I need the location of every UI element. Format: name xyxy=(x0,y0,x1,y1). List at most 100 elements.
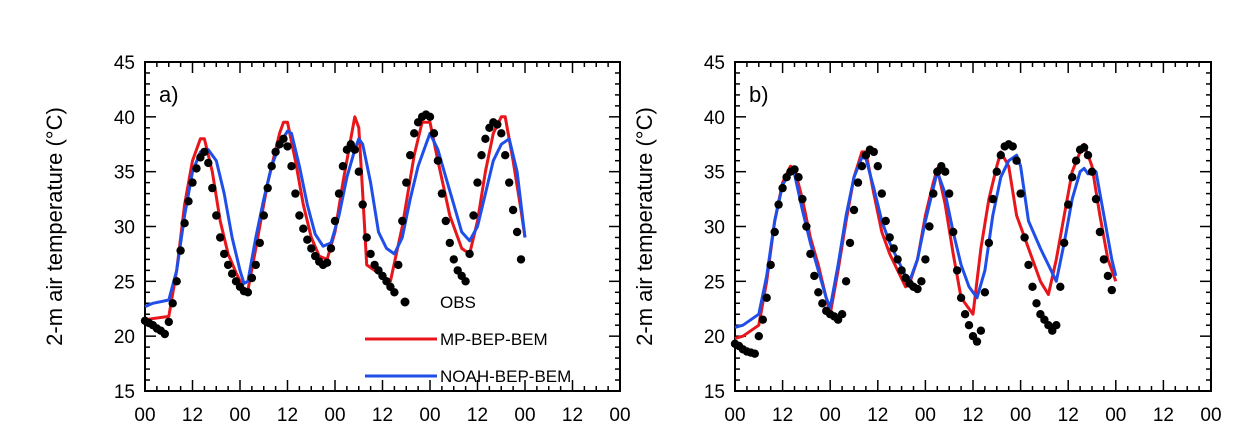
obs-point xyxy=(251,260,260,270)
obs-point xyxy=(849,205,859,215)
obs-point xyxy=(212,211,221,220)
y-tick-label: 30 xyxy=(704,218,725,239)
obs-point xyxy=(810,271,819,281)
obs-point xyxy=(921,255,930,264)
obs-point xyxy=(425,112,435,122)
obs-point xyxy=(445,238,454,248)
x-tick-label: 00 xyxy=(324,405,345,426)
obs-point xyxy=(897,266,906,275)
x-tick-label: 00 xyxy=(915,405,936,426)
chart-panel-a: 15 20 25 30 35 40 45 00 12 00 12 00 12 00 12 00 12 00 2-m … xyxy=(42,53,631,426)
obs-point xyxy=(184,197,193,206)
obs-point xyxy=(354,167,363,176)
obs-point xyxy=(818,299,827,308)
x-tick-label: 12 xyxy=(372,405,393,426)
y-tick-label: 20 xyxy=(704,327,725,348)
obs-point xyxy=(366,249,375,259)
plot-frame xyxy=(144,61,621,392)
obs-point xyxy=(390,288,399,297)
obs-point xyxy=(330,216,340,226)
obs-point xyxy=(798,194,807,204)
obs-point xyxy=(188,178,197,187)
legend-label: OBS xyxy=(440,293,476,312)
obs-point xyxy=(200,147,209,157)
obs-point xyxy=(1052,321,1061,330)
obs-point xyxy=(402,178,411,187)
x-tick-label: 00 xyxy=(724,405,745,426)
obs-point xyxy=(516,255,526,264)
y-tick-label: 15 xyxy=(114,382,135,403)
obs-point xyxy=(429,129,439,138)
obs-point xyxy=(972,337,982,346)
obs-point xyxy=(778,183,787,193)
obs-point xyxy=(925,222,934,231)
obs-point xyxy=(1091,194,1101,204)
obs-point xyxy=(750,349,759,358)
obs-point xyxy=(334,189,344,198)
obs-point xyxy=(358,200,367,209)
obs-point xyxy=(754,332,763,341)
obs-point xyxy=(802,222,811,231)
obs-point xyxy=(465,249,474,259)
obs-point xyxy=(208,183,217,193)
obs-point xyxy=(279,134,288,143)
obs-point xyxy=(1099,255,1109,264)
obs-point xyxy=(837,310,847,319)
obs-point xyxy=(794,173,803,182)
x-tick-label: 12 xyxy=(182,405,203,426)
obs-point xyxy=(227,269,237,278)
obs-point xyxy=(295,211,304,220)
obs-point xyxy=(1024,260,1033,270)
obs-point xyxy=(1103,271,1113,281)
y-tick-label: 40 xyxy=(114,108,135,129)
obs-point xyxy=(461,277,470,286)
obs-point xyxy=(362,233,371,242)
obs-point xyxy=(1095,227,1105,237)
obs-point xyxy=(267,162,276,171)
obs-point xyxy=(1008,142,1017,151)
obs-point xyxy=(437,189,447,198)
obs-point xyxy=(814,288,823,297)
obs-point xyxy=(1028,282,1037,291)
obs-point xyxy=(766,260,775,270)
obs-point xyxy=(992,167,1001,176)
obs-point xyxy=(758,315,767,324)
y-tick-label: 20 xyxy=(114,327,135,348)
obs-point xyxy=(881,216,890,226)
obs-point xyxy=(845,238,855,248)
obs-point xyxy=(1079,143,1089,152)
obs-point xyxy=(889,244,898,253)
obs-point xyxy=(984,238,994,248)
x-tick-label: 12 xyxy=(277,405,298,426)
obs-point xyxy=(917,277,926,286)
obs-point xyxy=(247,273,257,283)
obs-point xyxy=(1071,156,1081,165)
obs-point xyxy=(180,219,189,228)
panel-label: b) xyxy=(749,82,769,107)
obs-point xyxy=(164,317,173,327)
obs-point xyxy=(877,189,886,198)
obs-point xyxy=(976,326,986,335)
panel-label: a) xyxy=(159,82,179,107)
obs-point xyxy=(941,167,950,176)
obs-point xyxy=(263,183,272,193)
y-tick-label: 40 xyxy=(704,108,725,129)
x-tick-label: 12 xyxy=(1153,405,1174,426)
obs-point xyxy=(172,277,181,286)
obs-point xyxy=(160,329,169,339)
obs-point xyxy=(406,151,415,160)
obs-point xyxy=(960,310,970,319)
obs-point xyxy=(770,227,779,237)
obs-point xyxy=(168,299,177,308)
obs-point xyxy=(980,288,990,297)
obs-point xyxy=(493,120,502,129)
y-tick-label: 35 xyxy=(114,163,135,184)
obs-point xyxy=(449,255,458,264)
legend-marker-obs xyxy=(400,297,410,307)
obs-point xyxy=(1107,285,1117,295)
y-tick-label: 35 xyxy=(704,163,725,184)
obs-point xyxy=(433,156,443,165)
obs-point xyxy=(322,258,332,267)
obs-point xyxy=(501,151,510,160)
obs-point xyxy=(350,145,359,154)
